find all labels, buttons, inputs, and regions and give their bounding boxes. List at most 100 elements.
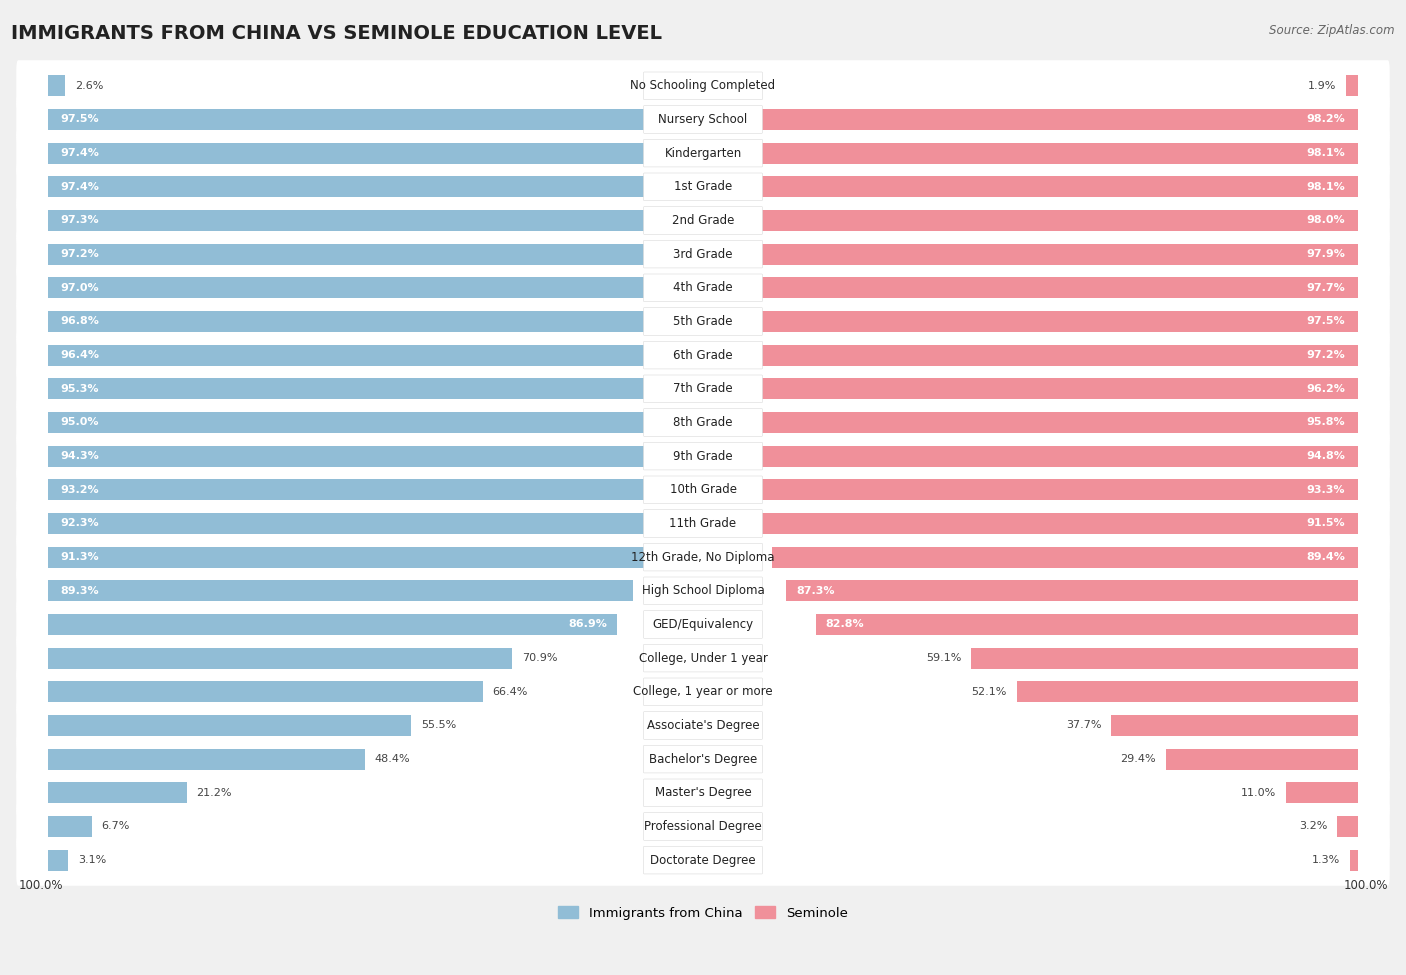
FancyBboxPatch shape	[644, 72, 762, 99]
Text: 95.0%: 95.0%	[60, 417, 100, 427]
Bar	[772, 547, 1358, 567]
Bar	[759, 513, 1358, 534]
Bar	[48, 311, 682, 332]
Text: Doctorate Degree: Doctorate Degree	[650, 854, 756, 867]
Bar	[48, 142, 686, 164]
Text: 2.6%: 2.6%	[75, 81, 103, 91]
FancyBboxPatch shape	[17, 262, 1389, 313]
Text: 66.4%: 66.4%	[492, 686, 529, 697]
FancyBboxPatch shape	[644, 308, 762, 335]
Text: 86.9%: 86.9%	[568, 619, 607, 630]
Legend: Immigrants from China, Seminole: Immigrants from China, Seminole	[553, 901, 853, 925]
FancyBboxPatch shape	[644, 577, 762, 604]
FancyBboxPatch shape	[644, 779, 762, 806]
FancyBboxPatch shape	[644, 813, 762, 840]
Text: Master's Degree: Master's Degree	[655, 786, 751, 799]
Text: 29.4%: 29.4%	[1121, 754, 1156, 764]
Text: 37.7%: 37.7%	[1066, 721, 1101, 730]
FancyBboxPatch shape	[17, 228, 1389, 280]
FancyBboxPatch shape	[644, 105, 762, 134]
Bar	[1166, 749, 1358, 769]
FancyBboxPatch shape	[644, 712, 762, 739]
Text: 21.2%: 21.2%	[197, 788, 232, 798]
Text: 82.8%: 82.8%	[825, 619, 865, 630]
Text: Professional Degree: Professional Degree	[644, 820, 762, 833]
Text: 95.8%: 95.8%	[1306, 417, 1346, 427]
Text: 97.4%: 97.4%	[60, 181, 100, 192]
Bar	[747, 480, 1358, 500]
Text: IMMIGRANTS FROM CHINA VS SEMINOLE EDUCATION LEVEL: IMMIGRANTS FROM CHINA VS SEMINOLE EDUCAT…	[11, 24, 662, 43]
Text: 11.0%: 11.0%	[1241, 788, 1277, 798]
Text: 98.1%: 98.1%	[1306, 181, 1346, 192]
FancyBboxPatch shape	[644, 610, 762, 639]
FancyBboxPatch shape	[17, 295, 1389, 347]
Bar	[714, 109, 1358, 130]
FancyBboxPatch shape	[644, 846, 762, 874]
Text: 98.2%: 98.2%	[1306, 114, 1346, 125]
Text: 11th Grade: 11th Grade	[669, 517, 737, 530]
Bar	[815, 614, 1358, 635]
Text: 93.2%: 93.2%	[60, 485, 100, 494]
Text: College, Under 1 year: College, Under 1 year	[638, 651, 768, 665]
Bar	[718, 277, 1358, 298]
Text: Source: ZipAtlas.com: Source: ZipAtlas.com	[1270, 24, 1395, 37]
Text: 100.0%: 100.0%	[1343, 878, 1388, 892]
Text: 97.7%: 97.7%	[1306, 283, 1346, 292]
Bar	[48, 75, 65, 97]
Text: No Schooling Completed: No Schooling Completed	[630, 79, 776, 93]
FancyBboxPatch shape	[17, 128, 1389, 178]
Text: 1.9%: 1.9%	[1308, 81, 1336, 91]
Bar	[48, 176, 686, 197]
Text: 97.3%: 97.3%	[60, 215, 100, 225]
Text: 1.3%: 1.3%	[1312, 855, 1340, 865]
Bar	[48, 647, 512, 669]
FancyBboxPatch shape	[17, 397, 1389, 449]
FancyBboxPatch shape	[17, 94, 1389, 145]
Text: 3rd Grade: 3rd Grade	[673, 248, 733, 260]
Bar	[48, 412, 671, 433]
Text: 12th Grade, No Diploma: 12th Grade, No Diploma	[631, 551, 775, 564]
Bar	[48, 715, 412, 736]
FancyBboxPatch shape	[17, 599, 1389, 650]
Text: 97.0%: 97.0%	[60, 283, 100, 292]
Bar	[48, 378, 672, 399]
FancyBboxPatch shape	[17, 431, 1389, 482]
Bar	[48, 480, 658, 500]
FancyBboxPatch shape	[17, 700, 1389, 751]
Text: 10th Grade: 10th Grade	[669, 484, 737, 496]
Text: 96.4%: 96.4%	[60, 350, 100, 360]
Bar	[728, 378, 1358, 399]
Text: 100.0%: 100.0%	[18, 878, 63, 892]
FancyBboxPatch shape	[17, 195, 1389, 246]
Text: 97.5%: 97.5%	[1306, 317, 1346, 327]
Bar	[721, 345, 1358, 366]
Text: High School Diploma: High School Diploma	[641, 584, 765, 598]
FancyBboxPatch shape	[644, 543, 762, 571]
Text: 93.3%: 93.3%	[1306, 485, 1346, 494]
Text: 6.7%: 6.7%	[101, 822, 129, 832]
Text: 97.4%: 97.4%	[60, 148, 100, 158]
Text: 3.1%: 3.1%	[77, 855, 105, 865]
Bar	[720, 311, 1358, 332]
Text: 59.1%: 59.1%	[925, 653, 962, 663]
Bar	[716, 210, 1358, 231]
Text: 97.5%: 97.5%	[60, 114, 100, 125]
FancyBboxPatch shape	[17, 161, 1389, 213]
FancyBboxPatch shape	[644, 375, 762, 403]
Text: Associate's Degree: Associate's Degree	[647, 719, 759, 732]
Text: 48.4%: 48.4%	[375, 754, 411, 764]
FancyBboxPatch shape	[644, 644, 762, 672]
Text: 94.3%: 94.3%	[60, 451, 100, 461]
Bar	[48, 782, 187, 803]
Bar	[48, 345, 679, 366]
Text: 91.3%: 91.3%	[60, 552, 100, 563]
FancyBboxPatch shape	[17, 666, 1389, 718]
Text: Kindergarten: Kindergarten	[665, 146, 741, 160]
Text: 92.3%: 92.3%	[60, 519, 100, 528]
Text: 94.8%: 94.8%	[1306, 451, 1346, 461]
FancyBboxPatch shape	[17, 767, 1389, 818]
Bar	[48, 849, 67, 871]
Bar	[48, 580, 633, 602]
Text: 96.2%: 96.2%	[1306, 384, 1346, 394]
Text: 9th Grade: 9th Grade	[673, 449, 733, 463]
